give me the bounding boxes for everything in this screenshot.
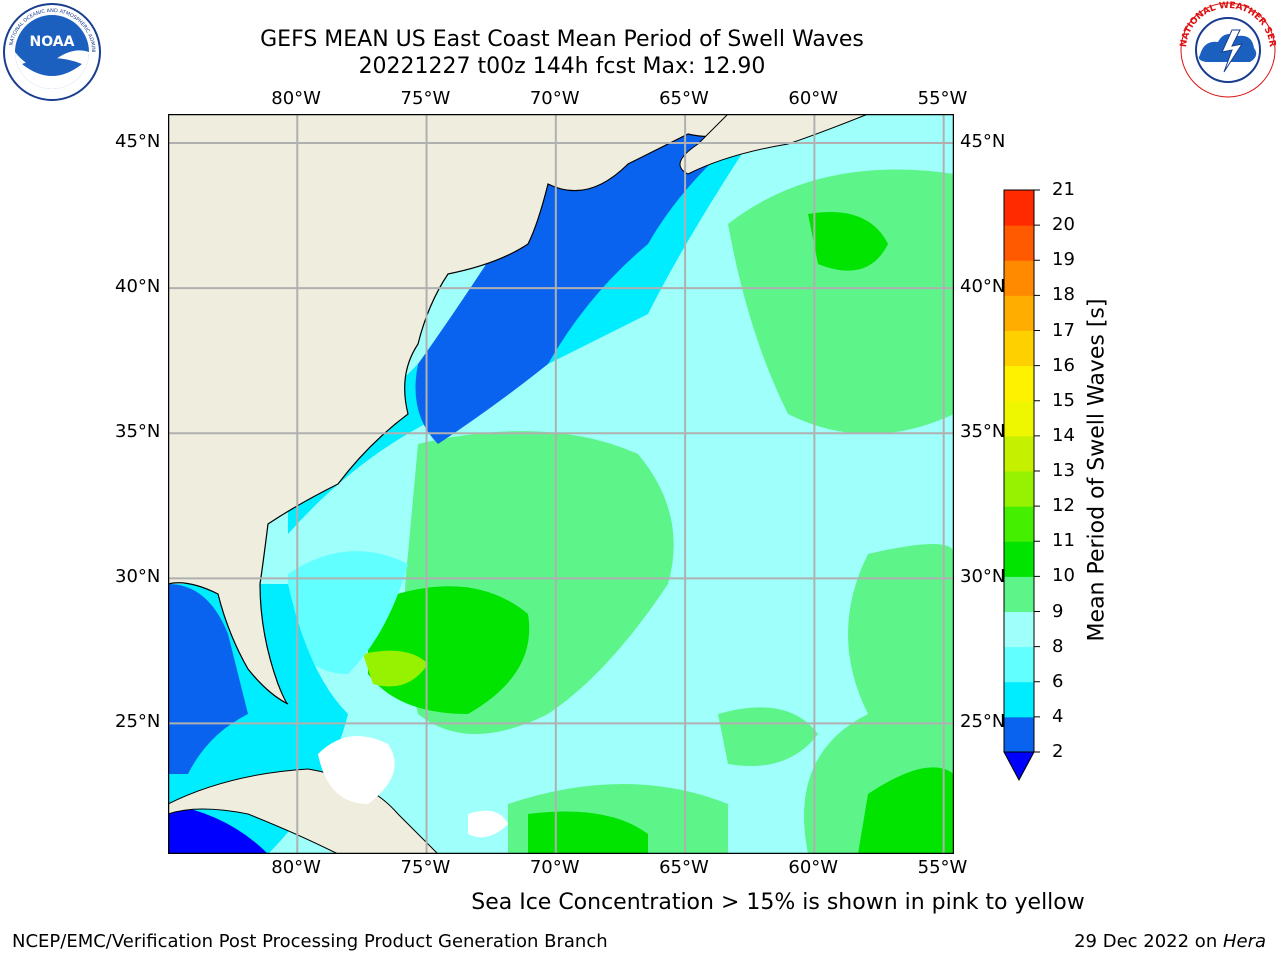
footer-machine: Hera: [1222, 931, 1266, 952]
sea-ice-note-text: Sea Ice Concentration > 15% is shown in …: [471, 890, 1085, 915]
lon-tick-label: 70°W: [529, 88, 580, 109]
colorbar-tick-label: 10: [1052, 565, 1075, 587]
lat-tick-label: 45°N: [960, 131, 1006, 153]
colorbar-tick-label: 12: [1052, 495, 1075, 517]
lon-tick-label: 75°W: [400, 857, 451, 878]
lon-tick-label: 65°W: [659, 88, 709, 109]
colorbar-under-arrow: [1003, 751, 1035, 782]
lat-tick-label: 30°N: [115, 566, 161, 588]
lon-tick-label: 60°W: [788, 88, 839, 109]
colorbar-tick-label: 11: [1052, 530, 1075, 552]
lat-tick-label: 45°N: [115, 131, 161, 153]
colorbar-swatch: [1004, 646, 1034, 683]
lon-tick-label: 75°W: [400, 88, 451, 109]
colorbar-tick-label: 9: [1052, 600, 1064, 622]
lon-tick-label: 65°W: [659, 857, 709, 878]
colorbar-swatch: [1004, 400, 1034, 437]
colorbar-tick-label: 17: [1052, 319, 1075, 341]
map-panel: [167, 113, 955, 855]
lon-tick-label: 70°W: [529, 857, 580, 878]
lon-tick-label: 55°W: [917, 857, 968, 878]
colorbar-swatch: [1004, 611, 1034, 648]
lon-tick-label: 80°W: [271, 88, 321, 109]
map-subtitle: 20221227 t00z 144h fcst Max: 12.90: [358, 54, 766, 79]
colorbar-swatch: [1004, 260, 1034, 296]
sea-ice-note: Sea Ice Concentration > 15% is shown in …: [0, 890, 1278, 915]
colorbar-tick-label: 19: [1052, 249, 1075, 271]
colorbar-swatch: [1004, 471, 1034, 507]
lon-tick-label: 55°W: [917, 88, 968, 109]
svg-text:NOAA: NOAA: [30, 34, 75, 50]
colorbar-tick-label: 14: [1052, 424, 1075, 446]
colorbar-swatch: [1004, 435, 1034, 472]
colorbar-swatch: [1004, 330, 1034, 367]
colorbar-swatch: [1004, 225, 1034, 261]
colorbar-title: Mean Period of Swell Waves [s]: [1084, 298, 1110, 642]
colorbar-swatch: [1004, 190, 1034, 226]
colorbar-swatch: [1004, 295, 1034, 331]
colorbar-tick-label: 16: [1052, 354, 1075, 376]
colorbar-tick-label: 15: [1052, 389, 1075, 411]
colorbar-tick-label: 8: [1052, 635, 1064, 657]
lat-tick-label: 25°N: [960, 711, 1006, 733]
colorbar-swatch: [1004, 716, 1034, 753]
colorbar-swatch: [1004, 506, 1034, 542]
map-title: GEFS MEAN US East Coast Mean Period of S…: [260, 27, 864, 52]
colorbar-swatch: [1004, 365, 1034, 402]
lat-tick-label: 35°N: [115, 421, 161, 443]
colorbar-tick-label: 2: [1052, 741, 1064, 762]
colorbar-swatch: [1004, 541, 1034, 577]
colorbar-tick-label: 6: [1052, 670, 1064, 692]
colorbar-tick-label: 13: [1052, 460, 1075, 481]
lat-tick-label: 35°N: [960, 421, 1006, 443]
nws-logo: NATIONAL WEATHER SERVICE: [1178, 0, 1277, 98]
noaa-logo: NOAA NATIONAL OCEANIC AND ATMOSPHERIC AD…: [2, 2, 101, 101]
map-grid: [168, 114, 954, 854]
colorbar-tick-label: 20: [1052, 214, 1075, 236]
colorbar-tick-label: 4: [1052, 705, 1064, 727]
lon-tick-label: 60°W: [788, 857, 839, 878]
lat-tick-label: 25°N: [115, 711, 161, 733]
footer-credit: NCEP/EMC/Verification Post Processing Pr…: [12, 931, 608, 952]
colorbar-swatch: [1004, 576, 1034, 612]
colorbar-tick-label: 21: [1052, 179, 1075, 200]
colorbar-swatch: [1004, 681, 1034, 718]
lon-tick-label: 80°W: [271, 857, 321, 878]
lat-tick-label: 40°N: [115, 276, 161, 298]
footer-date-text: 29 Dec 2022 on: [1074, 931, 1223, 952]
colorbar: [1003, 189, 1040, 782]
lat-tick-label: 30°N: [960, 566, 1006, 588]
lat-tick-label: 40°N: [960, 276, 1006, 298]
land-cuba: [168, 768, 439, 854]
swell-period-map: [167, 113, 955, 855]
colorbar-tick-label: 18: [1052, 284, 1075, 306]
footer-date: 29 Dec 2022 on Hera: [1074, 931, 1266, 952]
